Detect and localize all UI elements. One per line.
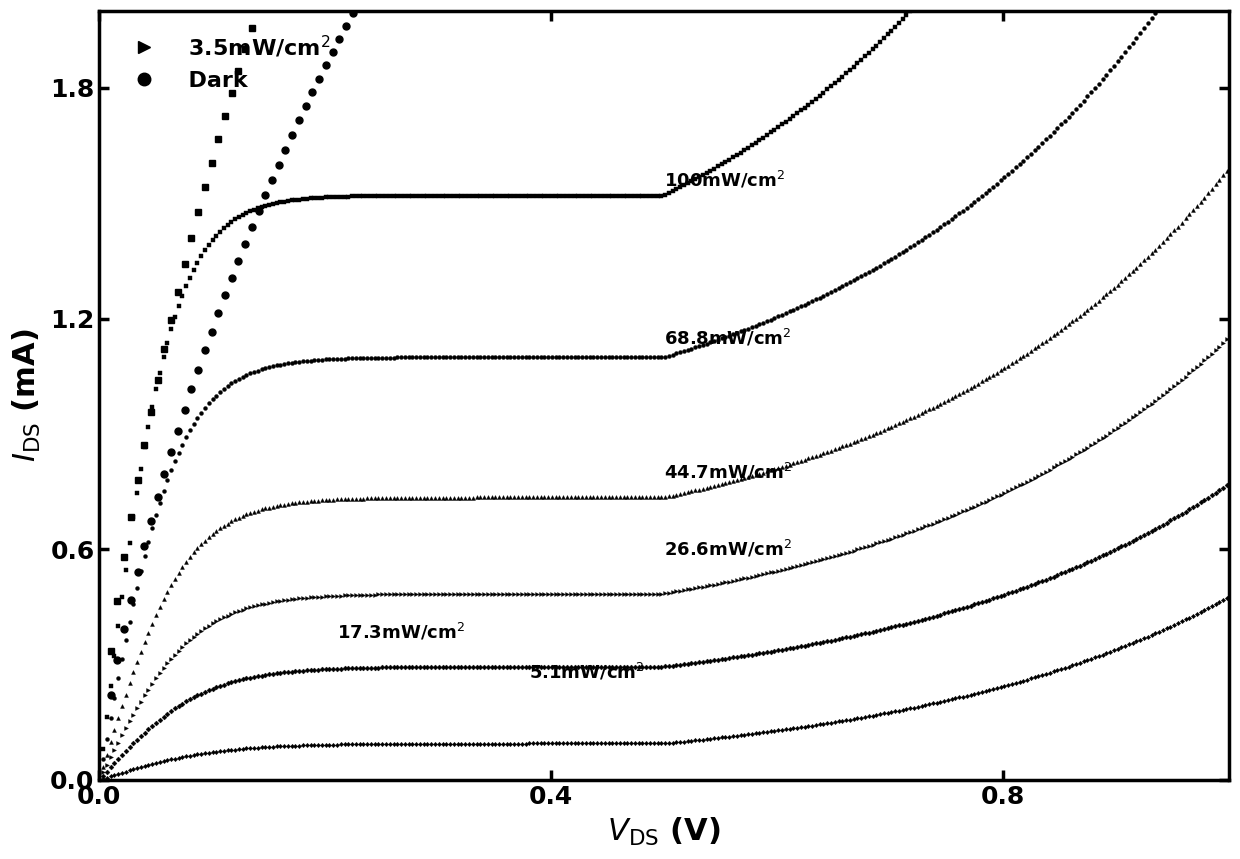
Legend:   3.5mW/cm$^2$,   Dark: 3.5mW/cm$^2$, Dark [110, 22, 341, 101]
Y-axis label: $\it{I}$$_{\rm{DS}}$ (mA): $\it{I}$$_{\rm{DS}}$ (mA) [11, 329, 43, 462]
Text: 68.8mW/cm$^2$: 68.8mW/cm$^2$ [665, 327, 791, 349]
Text: 100mW/cm$^2$: 100mW/cm$^2$ [665, 170, 785, 191]
Text: 17.3mW/cm$^2$: 17.3mW/cm$^2$ [336, 621, 465, 643]
Text: 5.1mW/cm$^2$: 5.1mW/cm$^2$ [528, 661, 644, 683]
X-axis label: $\it{V}$$_{\rm{DS}}$ (V): $\it{V}$$_{\rm{DS}}$ (V) [608, 816, 720, 848]
Text: 44.7mW/cm$^2$: 44.7mW/cm$^2$ [665, 462, 792, 483]
Text: 26.6mW/cm$^2$: 26.6mW/cm$^2$ [665, 539, 792, 560]
